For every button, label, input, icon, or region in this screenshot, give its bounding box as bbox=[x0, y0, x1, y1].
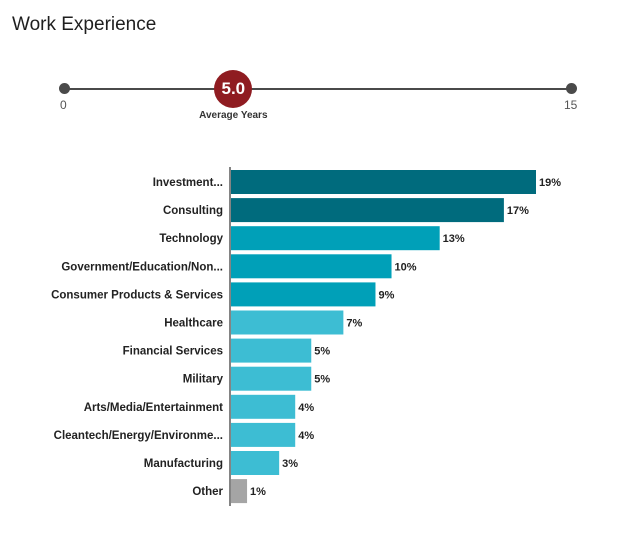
category-label: Healthcare bbox=[164, 318, 223, 330]
category-label: Investment... bbox=[153, 177, 223, 189]
bar-value-label: 10% bbox=[395, 261, 417, 273]
slider-max-dot bbox=[566, 83, 577, 94]
bar-value-label: 17% bbox=[507, 205, 529, 217]
category-label: Government/Education/Non... bbox=[61, 261, 223, 273]
bar bbox=[231, 338, 312, 363]
bar-value-label: 4% bbox=[298, 402, 314, 414]
bar-value-label: 13% bbox=[443, 233, 465, 245]
average-years-marker: 5.0 bbox=[214, 70, 253, 108]
category-label: Financial Services bbox=[123, 346, 223, 358]
bar bbox=[231, 422, 296, 447]
bar-value-label: 5% bbox=[314, 346, 330, 358]
bar-value-label: 9% bbox=[378, 289, 394, 301]
bar bbox=[231, 451, 280, 475]
category-label: Other bbox=[192, 486, 223, 498]
slider-min-dot bbox=[59, 83, 70, 94]
average-years-label: Average Years bbox=[199, 110, 268, 121]
bar bbox=[231, 170, 536, 194]
bar-value-label: 3% bbox=[282, 458, 298, 470]
bar-value-label: 1% bbox=[250, 486, 266, 498]
category-label: Cleantech/Energy/Environme... bbox=[54, 430, 223, 442]
category-label: Arts/Media/Entertainment bbox=[84, 402, 223, 414]
experience-slider: 0 15 5.0 Average Years bbox=[0, 0, 627, 130]
bar bbox=[231, 282, 376, 307]
bar-value-label: 7% bbox=[346, 318, 362, 330]
category-label: Consulting bbox=[163, 205, 223, 217]
bar bbox=[231, 226, 440, 251]
slider-track bbox=[64, 88, 572, 90]
category-label: Technology bbox=[159, 233, 223, 245]
bar-value-label: 19% bbox=[539, 177, 561, 189]
category-label: Manufacturing bbox=[144, 458, 223, 470]
bar-value-label: 5% bbox=[314, 374, 330, 386]
bar bbox=[231, 479, 248, 504]
page-title: Work Experience bbox=[12, 14, 157, 35]
bar bbox=[231, 254, 392, 279]
slider-min-label: 0 bbox=[60, 98, 67, 112]
slider-max-label: 15 bbox=[564, 98, 578, 112]
category-label: Consumer Products & Services bbox=[51, 289, 223, 301]
bar bbox=[231, 394, 296, 419]
category-label: Military bbox=[183, 374, 224, 386]
bar-value-label: 4% bbox=[298, 430, 314, 442]
bar bbox=[231, 198, 504, 223]
bar bbox=[231, 366, 312, 391]
bar bbox=[231, 310, 344, 335]
